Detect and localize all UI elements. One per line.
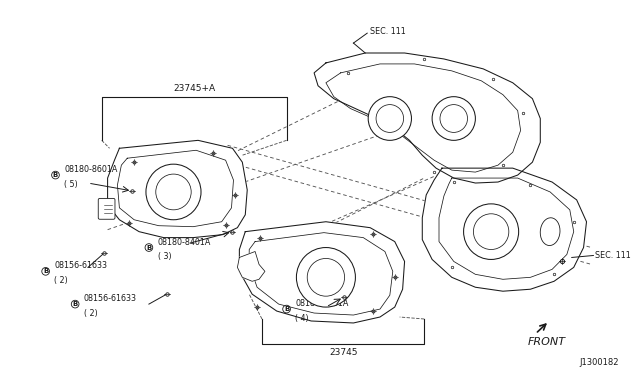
Text: J1300182: J1300182 — [579, 357, 619, 367]
Text: 08180-8401A: 08180-8401A — [157, 238, 211, 247]
FancyBboxPatch shape — [99, 198, 115, 219]
Circle shape — [432, 97, 476, 140]
Polygon shape — [237, 251, 265, 281]
Polygon shape — [326, 64, 520, 172]
Polygon shape — [108, 140, 247, 238]
Text: SEC. 111: SEC. 111 — [595, 251, 631, 260]
Text: ( 2): ( 2) — [54, 276, 68, 285]
Circle shape — [463, 204, 518, 259]
Text: ( 4): ( 4) — [296, 314, 309, 323]
Text: B: B — [147, 244, 152, 250]
Text: B: B — [53, 172, 58, 178]
Text: 23745+A: 23745+A — [173, 84, 215, 93]
Text: ( 3): ( 3) — [157, 253, 172, 262]
Text: FRONT: FRONT — [527, 337, 566, 347]
Text: 08156-61633: 08156-61633 — [84, 294, 137, 303]
Text: ( 2): ( 2) — [84, 309, 98, 318]
Text: SEC. 111: SEC. 111 — [370, 27, 406, 36]
Text: B: B — [72, 301, 78, 307]
Polygon shape — [314, 53, 540, 183]
Text: 08156-61633: 08156-61633 — [54, 262, 108, 270]
Text: 23745: 23745 — [329, 348, 357, 357]
Circle shape — [368, 97, 412, 140]
Polygon shape — [249, 232, 393, 315]
Text: 08180-8601A: 08180-8601A — [65, 165, 118, 174]
Ellipse shape — [540, 218, 560, 246]
Text: B: B — [43, 268, 48, 275]
Text: 08180-8601A: 08180-8601A — [296, 299, 349, 308]
Polygon shape — [239, 222, 404, 323]
Polygon shape — [117, 150, 234, 227]
Polygon shape — [439, 178, 573, 279]
Circle shape — [146, 164, 201, 220]
Polygon shape — [422, 168, 586, 291]
Circle shape — [296, 247, 355, 307]
Text: ( 5): ( 5) — [65, 180, 78, 189]
Text: B: B — [284, 306, 289, 312]
